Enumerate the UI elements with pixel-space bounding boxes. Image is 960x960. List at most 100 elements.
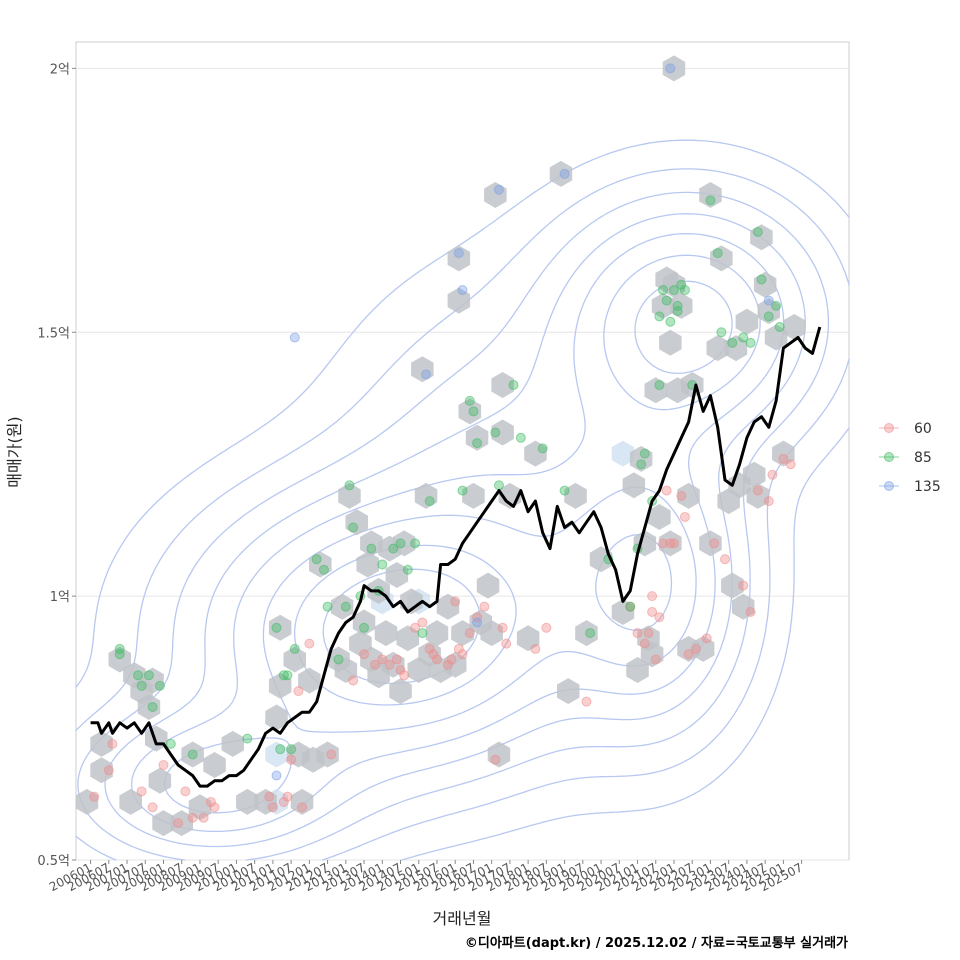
point-85 [676, 279, 687, 290]
hexbin-cell [662, 271, 686, 298]
point-85 [771, 300, 782, 311]
hexbin-cell [564, 482, 587, 509]
hexbin-cell [316, 741, 339, 768]
point-85 [745, 337, 756, 348]
hexbin-cell [557, 678, 580, 705]
hexbin-cell [746, 482, 770, 509]
point-85 [508, 380, 519, 391]
hexbin-cell [622, 472, 646, 499]
point-85 [464, 395, 475, 406]
point-85 [716, 327, 727, 338]
hexbin-cell [360, 530, 383, 557]
point-85 [340, 601, 351, 612]
hexbin-cell [549, 160, 573, 187]
x-axis-title: 거래년월 [433, 909, 492, 928]
point-85 [136, 680, 147, 691]
hexbin-cell [203, 752, 226, 778]
point-60 [763, 496, 774, 507]
hexbin-cell [90, 730, 113, 757]
point-60 [424, 643, 435, 654]
point-60 [658, 538, 669, 549]
hexbin-cell [659, 329, 682, 356]
point-60 [745, 606, 756, 617]
hexbin-cell [330, 593, 354, 620]
point-60 [501, 638, 512, 649]
point-85 [417, 628, 428, 639]
x-axis-ticks: 2006012006072007012007072008012008072009… [47, 860, 805, 894]
point-60 [442, 659, 453, 670]
point-60 [643, 628, 654, 639]
point-60 [530, 643, 541, 654]
point-135 [453, 248, 464, 259]
point-85 [774, 321, 785, 332]
point-60 [752, 485, 763, 496]
point-85 [132, 670, 143, 681]
point-135 [559, 168, 570, 179]
point-85 [242, 733, 253, 744]
point-60 [417, 617, 428, 628]
point-60 [205, 796, 216, 807]
point-60 [326, 749, 337, 760]
point-60 [654, 612, 665, 623]
point-135 [271, 770, 282, 781]
hexbin-cell [783, 314, 806, 340]
point-85 [636, 459, 647, 470]
point-60 [450, 596, 461, 607]
point-60 [282, 791, 293, 802]
point-85 [388, 543, 399, 554]
point-60 [647, 591, 658, 602]
point-60 [158, 760, 169, 771]
point-85 [537, 443, 548, 454]
point-85 [472, 438, 483, 449]
hexbin-cell [283, 646, 306, 673]
hexbin-cell [181, 741, 204, 768]
point-85 [468, 406, 479, 417]
hexbin-cell [662, 55, 686, 82]
hexbin-cell [389, 678, 412, 705]
point-60 [173, 818, 184, 829]
point-60 [410, 622, 421, 633]
point-60 [187, 812, 198, 823]
point-85 [679, 285, 690, 296]
point-60 [785, 459, 796, 470]
hexbin-layer [75, 55, 806, 837]
hexbin-cell [137, 694, 161, 720]
hexbin-cell [710, 245, 733, 272]
point-85 [727, 337, 738, 348]
hexbin-cell [476, 572, 500, 599]
hexbin-cell [338, 482, 361, 509]
point-85 [585, 628, 596, 639]
point-135 [421, 369, 432, 380]
hexbin-cell [524, 440, 547, 467]
legend: 60 85 135 [879, 421, 941, 495]
point-60 [286, 754, 297, 765]
point-85 [665, 316, 676, 327]
point-85 [756, 274, 767, 285]
point-85 [661, 295, 672, 306]
hexbin-cell [298, 667, 321, 694]
hexbin-cell [629, 445, 653, 472]
point-60 [632, 628, 643, 639]
point-60 [453, 643, 464, 654]
legend-label-60: 60 [914, 421, 932, 437]
density-contour [75, 139, 850, 861]
point-85 [490, 427, 501, 438]
legend-label-85: 85 [914, 450, 932, 466]
point-85 [348, 522, 359, 533]
scatter-points [89, 63, 796, 829]
plot-panel [75, 41, 850, 861]
point-60 [147, 802, 158, 813]
point-60 [767, 469, 778, 480]
hexbin-cell [480, 620, 503, 647]
point-85 [359, 622, 370, 633]
point-60 [384, 659, 395, 670]
point-85 [114, 643, 125, 654]
hexbin-cell [447, 245, 471, 272]
point-85 [271, 622, 282, 633]
hexbin-cell [742, 461, 766, 488]
point-60 [668, 538, 679, 549]
hexbin-cell [659, 530, 682, 557]
point-85 [402, 564, 413, 575]
hexbin-cell [699, 530, 722, 557]
